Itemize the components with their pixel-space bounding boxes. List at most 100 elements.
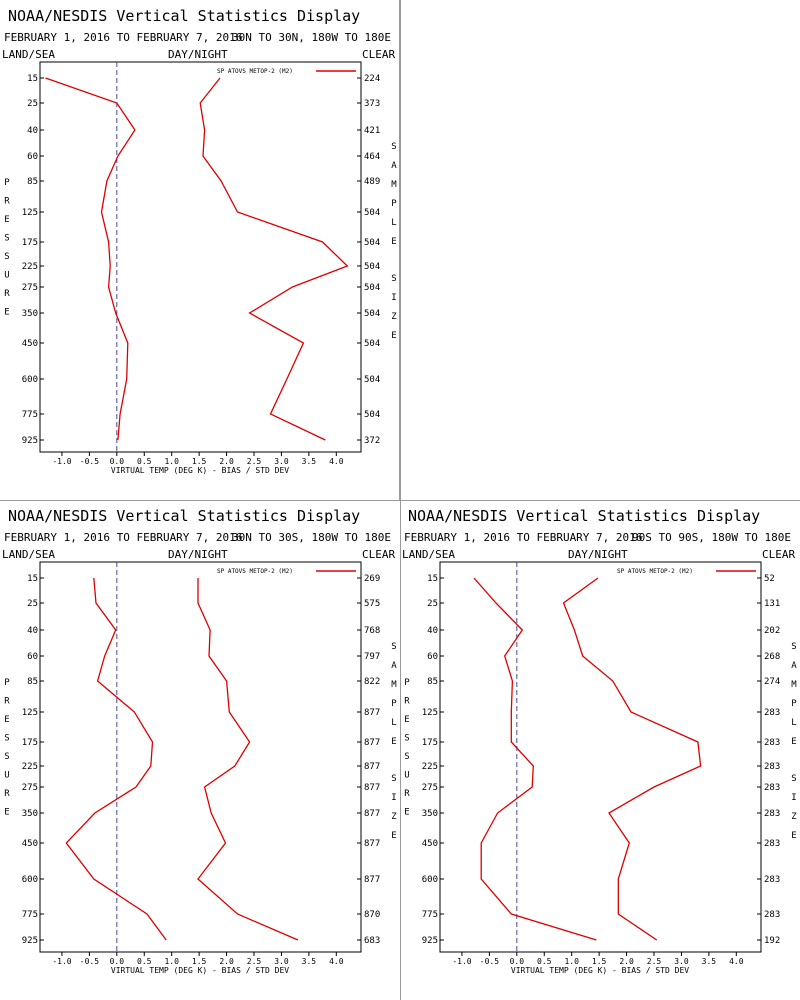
sample-size-axis-letter: M [791, 680, 797, 690]
sample-size-label: 283 [764, 738, 780, 748]
pressure-axis-letter: P [4, 678, 10, 688]
sample-size-axis-letter: P [791, 699, 797, 709]
pressure-level-label: 450 [422, 839, 438, 849]
pressure-level-label: 15 [27, 74, 38, 84]
sample-size-axis-letter: P [391, 199, 397, 209]
x-tick-label: 0.0 [110, 457, 125, 466]
pressure-axis-letter: E [4, 308, 9, 318]
pressure-axis-letter: U [4, 771, 9, 781]
x-tick-label: 1.5 [592, 957, 607, 966]
panel-90s-90s: NOAA/NESDIS Vertical Statistics Display F… [402, 507, 797, 975]
sample-size-axis-letter: E [391, 831, 396, 841]
sample-size-label: 52 [764, 574, 775, 584]
clear-header: CLEAR [762, 548, 795, 561]
pressure-level-label: 85 [27, 177, 38, 187]
panel-title: NOAA/NESDIS Vertical Statistics Display [8, 507, 360, 525]
pressure-axis-letter: U [404, 771, 409, 781]
legend-label: SP ATOVS METOP-2 (M2) [217, 568, 293, 575]
sample-size-label: 768 [364, 626, 380, 636]
bias-series-line [473, 577, 597, 941]
bias-series-line [45, 77, 136, 441]
pressure-axis-letter: P [4, 178, 10, 188]
sample-size-label: 373 [364, 99, 380, 109]
pressure-level-label: 275 [22, 783, 38, 793]
panel-30n-30n: NOAA/NESDIS Vertical Statistics Display F… [2, 7, 397, 475]
pressure-level-label: 175 [22, 738, 38, 748]
sample-size-label: 504 [364, 375, 380, 385]
x-tick-label: 3.5 [302, 957, 317, 966]
sample-size-label: 877 [364, 839, 380, 849]
pressure-axis-letter: E [4, 215, 9, 225]
sample-size-label: 575 [364, 599, 380, 609]
pressure-axis-letter: E [404, 715, 409, 725]
pressure-axis-letter: E [4, 715, 9, 725]
x-tick-label: 4.0 [729, 957, 744, 966]
sample-size-label: 283 [764, 875, 780, 885]
pressure-level-label: 225 [22, 762, 38, 772]
x-tick-label: -1.0 [452, 957, 471, 966]
pressure-level-label: 125 [22, 708, 38, 718]
pressure-level-label: 450 [22, 339, 38, 349]
pressure-axis-letter: S [404, 752, 409, 762]
x-tick-label: 0.5 [137, 957, 152, 966]
panel-title: NOAA/NESDIS Vertical Statistics Display [408, 507, 760, 525]
pressure-level-label: 225 [422, 762, 438, 772]
x-tick-label: 2.0 [619, 957, 634, 966]
panel-30n-30s: NOAA/NESDIS Vertical Statistics Display F… [2, 507, 397, 975]
pressure-level-label: 775 [422, 910, 438, 920]
land-sea-header: LAND/SEA [2, 548, 55, 561]
pressure-level-label: 600 [22, 875, 38, 885]
pressure-level-label: 775 [22, 410, 38, 420]
pressure-level-label: 60 [427, 652, 438, 662]
x-tick-label: 1.0 [164, 457, 179, 466]
pressure-level-label: 60 [27, 652, 38, 662]
pressure-level-label: 125 [22, 208, 38, 218]
sample-size-label: 421 [364, 126, 380, 136]
date-range: FEBRUARY 1, 2016 TO FEBRUARY 7, 2016 [4, 31, 242, 44]
x-tick-label: 1.0 [164, 957, 179, 966]
clear-header: CLEAR [362, 548, 395, 561]
pressure-level-label: 175 [22, 238, 38, 248]
sample-size-axis-letter: L [391, 718, 396, 728]
sample-size-axis-letter: A [791, 661, 797, 671]
sample-size-label: 877 [364, 875, 380, 885]
sample-size-label: 504 [364, 262, 380, 272]
sample-size-axis-letter: L [391, 218, 396, 228]
pressure-axis-letter: E [404, 808, 409, 818]
x-tick-label: 2.5 [247, 457, 262, 466]
pressure-level-label: 350 [422, 809, 438, 819]
pressure-level-label: 350 [22, 809, 38, 819]
pressure-axis-letter: R [4, 289, 10, 299]
pressure-axis-letter: R [404, 789, 410, 799]
sample-size-axis-letter: S [391, 142, 396, 152]
pressure-level-label: 40 [27, 626, 38, 636]
pressure-axis-letter: R [4, 697, 10, 707]
sample-size-label: 504 [364, 208, 380, 218]
sample-size-axis-letter: E [391, 331, 396, 341]
pressure-axis-letter: E [4, 808, 9, 818]
sample-size-axis-letter: M [391, 180, 397, 190]
pressure-axis-letter: P [404, 678, 410, 688]
sample-size-label: 870 [364, 910, 380, 920]
sample-size-label: 283 [764, 839, 780, 849]
x-tick-label: 0.0 [510, 957, 525, 966]
pressure-level-label: 85 [427, 677, 438, 687]
plot-frame [39, 61, 362, 453]
pressure-axis-letter: R [4, 789, 10, 799]
sample-size-axis-letter: I [391, 293, 396, 303]
sample-size-label: 269 [364, 574, 380, 584]
sample-size-label: 797 [364, 652, 380, 662]
sample-size-label: 464 [364, 152, 380, 162]
x-tick-label: 0.5 [137, 457, 152, 466]
pressure-level-label: 175 [422, 738, 438, 748]
pressure-level-label: 60 [27, 152, 38, 162]
x-tick-label: 1.0 [564, 957, 579, 966]
clear-header: CLEAR [362, 48, 395, 61]
pressure-level-label: 125 [422, 708, 438, 718]
sample-size-label: 877 [364, 762, 380, 772]
region-label: 90S TO 90S, 180W TO 180E [632, 531, 791, 544]
panel-title: NOAA/NESDIS Vertical Statistics Display [8, 7, 360, 25]
